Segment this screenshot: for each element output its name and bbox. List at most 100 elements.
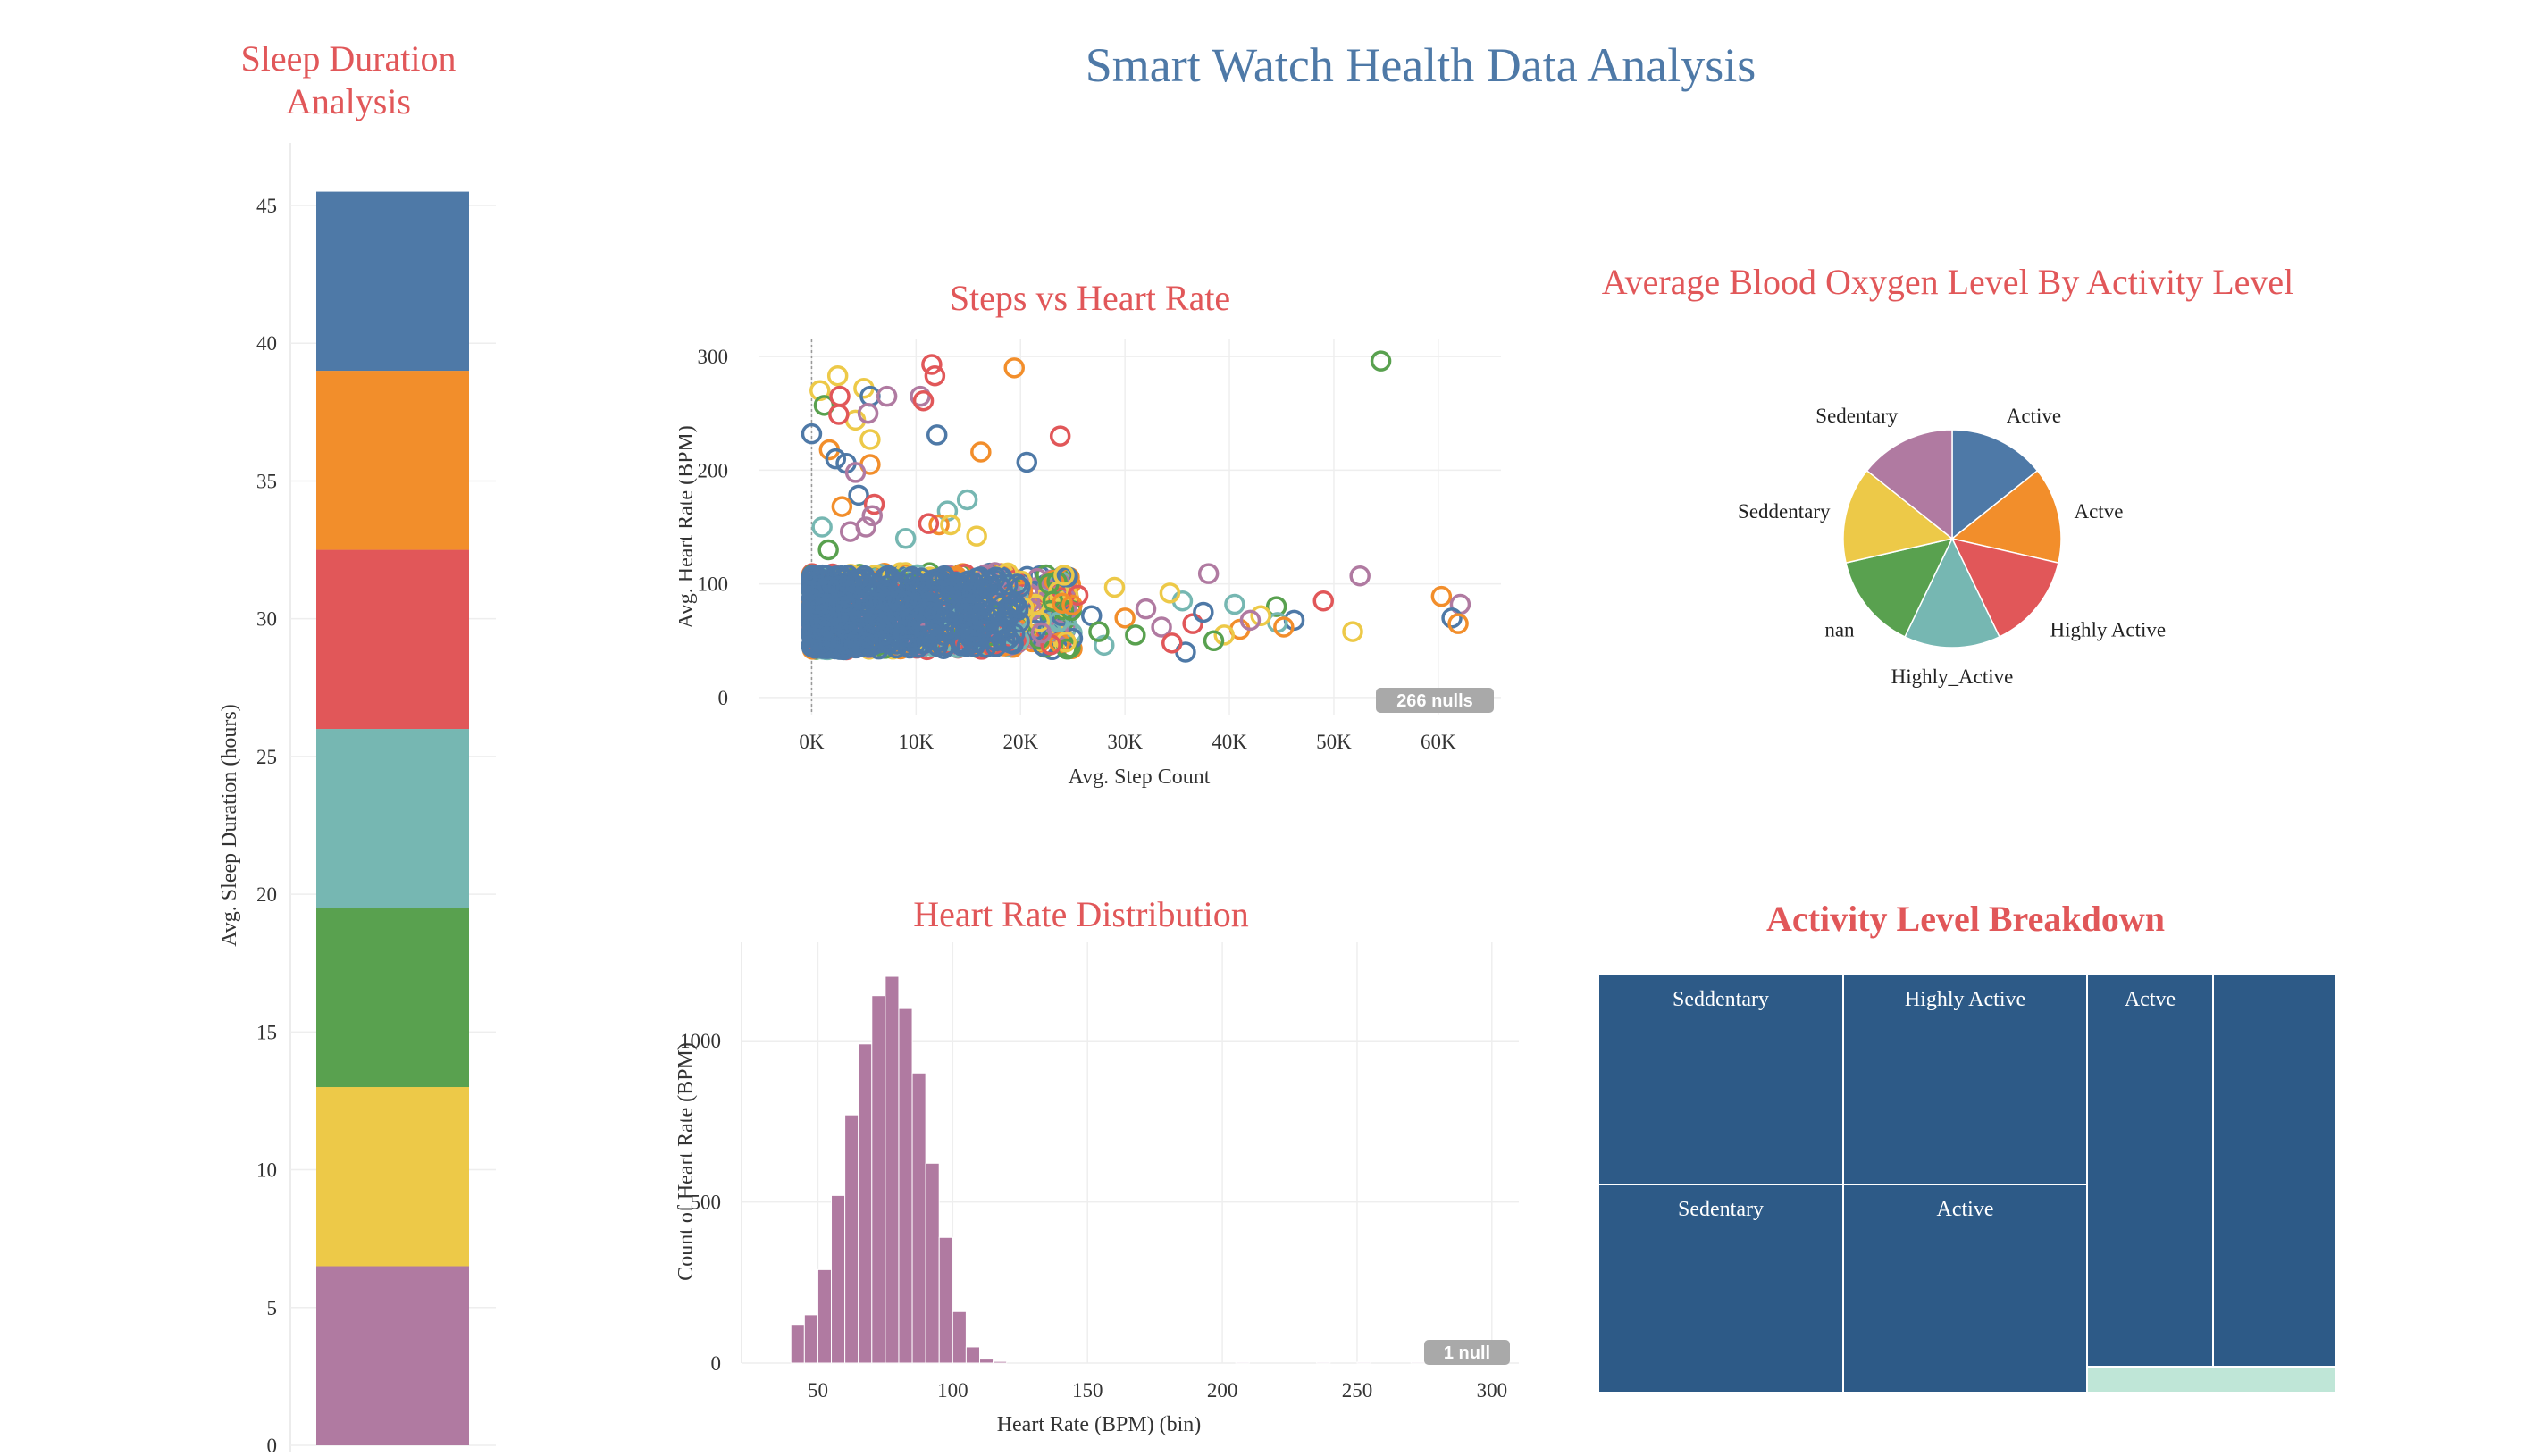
scatter-point xyxy=(1312,590,1335,612)
dashboard-title: Smart Watch Health Data Analysis xyxy=(1085,38,1756,92)
scatter-point xyxy=(914,619,936,641)
scatter-point xyxy=(1441,607,1463,629)
hist-x-tick-label: 200 xyxy=(1207,1379,1238,1402)
scatter-point xyxy=(878,565,901,587)
scatter-point xyxy=(844,462,867,483)
hist-null-badge xyxy=(1424,1340,1510,1365)
scatter-point xyxy=(1151,616,1172,638)
treemap-cell[interactable] xyxy=(2214,975,2335,1366)
scatter-x-tick-label: 40K xyxy=(1212,731,1247,753)
sleep-y-tick-label: 5 xyxy=(267,1297,278,1319)
sleep-bar-segment xyxy=(316,549,469,730)
hist-y-axis-label: Count of Heart Rate (BPM) xyxy=(675,1042,698,1281)
treemap-cell-label: Active xyxy=(1936,1198,1994,1221)
scatter-x-tick-label: 20K xyxy=(1002,731,1038,753)
sleep-title-line-1: Sleep Duration xyxy=(240,38,457,79)
treemap-cell[interactable]: Active xyxy=(1844,1185,2086,1392)
scatter-point xyxy=(878,591,901,614)
scatter-point xyxy=(1049,425,1071,447)
scatter-point xyxy=(848,484,869,506)
scatter-point xyxy=(1016,451,1038,473)
scatter-point xyxy=(864,609,885,631)
scatter-point xyxy=(952,582,973,604)
hist-bar xyxy=(898,1008,913,1364)
scatter-point xyxy=(1028,611,1051,632)
sleep-y-tick-label: 45 xyxy=(256,195,277,217)
pie-slice-label: nan xyxy=(1824,618,1855,640)
scatter-point xyxy=(954,607,976,628)
scatter-point xyxy=(813,395,835,416)
scatter-point xyxy=(894,527,917,549)
sleep-y-tick-label: 20 xyxy=(256,883,277,906)
heart-rate-histogram: 50 100 150 200 250 300 0 500 1000 Heart Rate (BPM… xyxy=(675,942,1519,1436)
sleep-bar-segment xyxy=(316,908,469,1088)
scatter-point xyxy=(970,441,992,463)
scatter-point xyxy=(1055,631,1077,653)
treemap-cell[interactable]: Highly Active xyxy=(1844,975,2086,1184)
treemap-cell[interactable]: Sedentary xyxy=(1599,1185,1842,1392)
treemap-cell[interactable] xyxy=(2088,1368,2335,1392)
scatter-point xyxy=(921,354,943,375)
pie-slice xyxy=(1951,429,2039,540)
sleep-y-tick-label: 25 xyxy=(256,746,277,768)
scatter-point xyxy=(825,448,847,470)
scatter-x-tick-label: 10K xyxy=(899,731,935,753)
hist-x-tick-label: 300 xyxy=(1477,1379,1508,1402)
scatter-point xyxy=(925,602,946,624)
scatter-point xyxy=(861,505,884,527)
treemap-cell[interactable]: Actve xyxy=(2088,975,2212,1366)
sleep-y-tick-label: 40 xyxy=(256,332,277,355)
scatter-x-tick-label: 50K xyxy=(1316,731,1352,753)
scatter-point xyxy=(907,637,929,658)
treemap-cell-label: Sedentary xyxy=(1678,1198,1764,1221)
scatter-point xyxy=(1114,607,1136,629)
blood-oxygen-pie-chart: Active Actve Highly Active Highly_Active nan… xyxy=(1738,405,2166,688)
scatter-point xyxy=(956,489,978,511)
scatter-y-tick-label: 200 xyxy=(698,459,729,481)
scatter-point xyxy=(1007,597,1029,619)
hist-bar xyxy=(1316,1361,1331,1364)
scatter-point xyxy=(803,565,825,586)
pie-slice xyxy=(1950,537,2059,638)
scatter-x-axis-label: Avg. Step Count xyxy=(1069,766,1211,789)
scatter-point xyxy=(966,525,987,547)
hist-bar xyxy=(925,1162,940,1364)
scatter-point xyxy=(1010,576,1031,598)
scatter-point xyxy=(920,625,942,648)
scatter-point xyxy=(879,611,901,633)
scatter-y-tick-label: 0 xyxy=(718,687,729,709)
scatter-point xyxy=(972,578,994,600)
pie-slice-label: Actve xyxy=(2074,500,2123,523)
scatter-point xyxy=(1430,585,1453,607)
pie-slice xyxy=(1845,537,1954,638)
steps-vs-heart-rate-chart: 0K 10K 20K 30K 40K 50K 60K 0 100 200 300 Avg. Step … xyxy=(679,339,1501,789)
pie-slice-label: Highly Active xyxy=(2050,618,2166,640)
hist-x-axis-label: Heart Rate (BPM) (bin) xyxy=(997,1413,1202,1436)
scatter-point xyxy=(1349,565,1371,587)
hist-bar xyxy=(858,1043,873,1364)
pie-slice-label: Sedentary xyxy=(1815,405,1898,427)
scatter-point xyxy=(924,364,946,387)
scatter-point xyxy=(1135,598,1157,620)
scatter-point xyxy=(1088,621,1110,642)
scatter-point xyxy=(826,364,849,387)
treemap-title: Activity Level Breakdown xyxy=(1766,899,2165,939)
hist-y-tick-label: 500 xyxy=(691,1192,722,1214)
hist-x-tick-label: 250 xyxy=(1342,1379,1373,1402)
sleep-y-tick-label: 35 xyxy=(256,470,277,492)
pie-chart-title: Average Blood Oxygen Level By Activity L… xyxy=(1601,262,2294,302)
scatter-point xyxy=(840,586,861,608)
scatter-point xyxy=(1273,616,1295,638)
scatter-point xyxy=(1042,590,1064,612)
scatter-point xyxy=(1239,609,1262,632)
scatter-y-tick-label: 300 xyxy=(698,346,729,368)
scatter-point xyxy=(940,577,962,598)
scatter-point xyxy=(1224,593,1245,615)
hist-bar xyxy=(1410,1361,1425,1364)
pie-slice-label: Seddentary xyxy=(1738,500,1831,523)
scatter-point xyxy=(912,389,935,412)
scatter-point xyxy=(996,573,1019,596)
treemap-cell[interactable]: Seddentary xyxy=(1599,975,1842,1184)
scatter-point xyxy=(1342,621,1363,642)
sleep-y-tick-label: 10 xyxy=(256,1159,277,1182)
